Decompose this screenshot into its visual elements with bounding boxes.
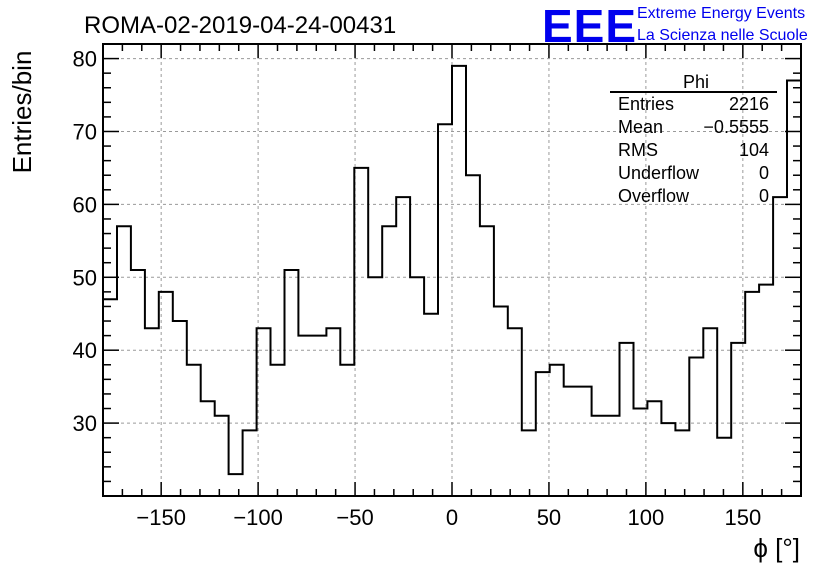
histogram-bin xyxy=(745,292,759,496)
histogram-series-line xyxy=(103,64,801,476)
grid-lines xyxy=(103,44,801,496)
x-axis-label: ϕ [°] xyxy=(753,533,800,563)
histogram-bin xyxy=(396,197,410,496)
histogram-bin xyxy=(466,175,480,496)
y-axis-label: Entries/bin xyxy=(7,51,37,174)
histogram-bin xyxy=(131,270,145,496)
stats-label: RMS xyxy=(618,140,658,160)
y-tick-label: 70 xyxy=(73,119,97,144)
histogram-bin xyxy=(438,124,452,496)
histogram-bin xyxy=(201,401,215,496)
x-tick-label: −100 xyxy=(233,505,283,530)
x-tick-label: 0 xyxy=(446,505,458,530)
histogram-bin xyxy=(606,416,620,496)
histogram-bin xyxy=(536,372,550,496)
x-tick-label: 50 xyxy=(537,505,561,530)
histogram-bin xyxy=(382,226,396,496)
histogram-bin xyxy=(550,365,564,496)
y-tick-label: 60 xyxy=(73,192,97,217)
stats-value: 104 xyxy=(739,140,769,160)
stats-box: Phi Entries 2216 Mean −0.5555 RMS 104 Underflo… xyxy=(610,72,777,206)
histogram-bin xyxy=(759,285,773,496)
histogram-bin xyxy=(424,314,438,496)
x-tick-label: −150 xyxy=(136,505,186,530)
histogram-bin xyxy=(257,328,271,496)
histogram-bin xyxy=(564,387,578,496)
x-tick-label: 100 xyxy=(628,505,665,530)
histogram-bin xyxy=(410,277,424,496)
y-tick-label: 40 xyxy=(73,338,97,363)
histogram-bin xyxy=(703,328,717,496)
histogram-bin xyxy=(354,168,368,496)
histogram-bin xyxy=(633,409,647,496)
histogram-bins xyxy=(103,66,801,496)
histogram-bin xyxy=(326,328,340,496)
histogram-bin xyxy=(187,365,201,496)
histogram-bin xyxy=(368,277,382,496)
stats-value: 0 xyxy=(759,186,769,206)
histogram-bin xyxy=(494,306,508,496)
histogram-bin xyxy=(620,343,634,496)
stats-value: 0 xyxy=(759,163,769,183)
stats-value: −0.5555 xyxy=(703,117,769,137)
histogram-bin xyxy=(243,430,257,496)
histogram-bin xyxy=(173,321,187,496)
histogram-bin xyxy=(592,416,606,496)
histogram-bin xyxy=(117,226,131,496)
histogram-bin xyxy=(215,416,229,496)
logo-line-1: Extreme Energy Events xyxy=(637,5,805,22)
histogram-bin xyxy=(508,328,522,496)
histogram-bin xyxy=(717,438,731,496)
histogram-bin xyxy=(159,292,173,496)
stats-label: Entries xyxy=(618,94,674,114)
tick-labels: −150 −100 −50 0 50 100 150 30 40 50 60 70 80 xyxy=(73,47,762,530)
stats-value: 2216 xyxy=(729,94,769,114)
stats-label: Mean xyxy=(618,117,663,137)
y-tick-label: 50 xyxy=(73,265,97,290)
histogram-bin xyxy=(522,430,536,496)
histogram-bin xyxy=(647,401,661,496)
x-tick-label: −50 xyxy=(336,505,373,530)
y-tick-label: 30 xyxy=(73,411,97,436)
histogram-bin xyxy=(480,226,494,496)
y-tick-label: 80 xyxy=(73,47,97,72)
histogram-bin xyxy=(675,430,689,496)
logo-line-2: La Scienza nelle Scuole xyxy=(637,27,808,44)
chart-title: ROMA-02-2019-04-24-00431 xyxy=(84,12,396,39)
histogram-bin xyxy=(271,365,285,496)
histogram-bin xyxy=(103,299,117,496)
histogram-bin xyxy=(787,80,801,496)
histogram-bin xyxy=(340,365,354,496)
histogram-bin xyxy=(661,423,675,496)
histogram-bin xyxy=(145,328,159,496)
histogram-bin xyxy=(298,336,312,496)
histogram-bin xyxy=(578,387,592,496)
histogram-bin xyxy=(731,343,745,496)
stats-label: Overflow xyxy=(618,186,690,206)
stats-label: Underflow xyxy=(618,163,700,183)
stats-box-title: Phi xyxy=(683,72,709,92)
axis-ticks xyxy=(102,43,802,496)
plot-frame xyxy=(102,43,802,497)
stats-rows: Entries 2216 Mean −0.5555 RMS 104 Underflow 0 Ov… xyxy=(618,94,769,206)
eee-logo: EEE Extreme Energy Events La Scienza nel… xyxy=(542,0,808,52)
histogram-bin xyxy=(312,336,326,496)
histogram-bin xyxy=(773,197,787,496)
histogram-bin xyxy=(229,474,243,496)
histogram-bin xyxy=(689,357,703,496)
histogram-bin xyxy=(284,270,298,496)
x-tick-label: 150 xyxy=(724,505,761,530)
histogram-bin xyxy=(452,66,466,496)
